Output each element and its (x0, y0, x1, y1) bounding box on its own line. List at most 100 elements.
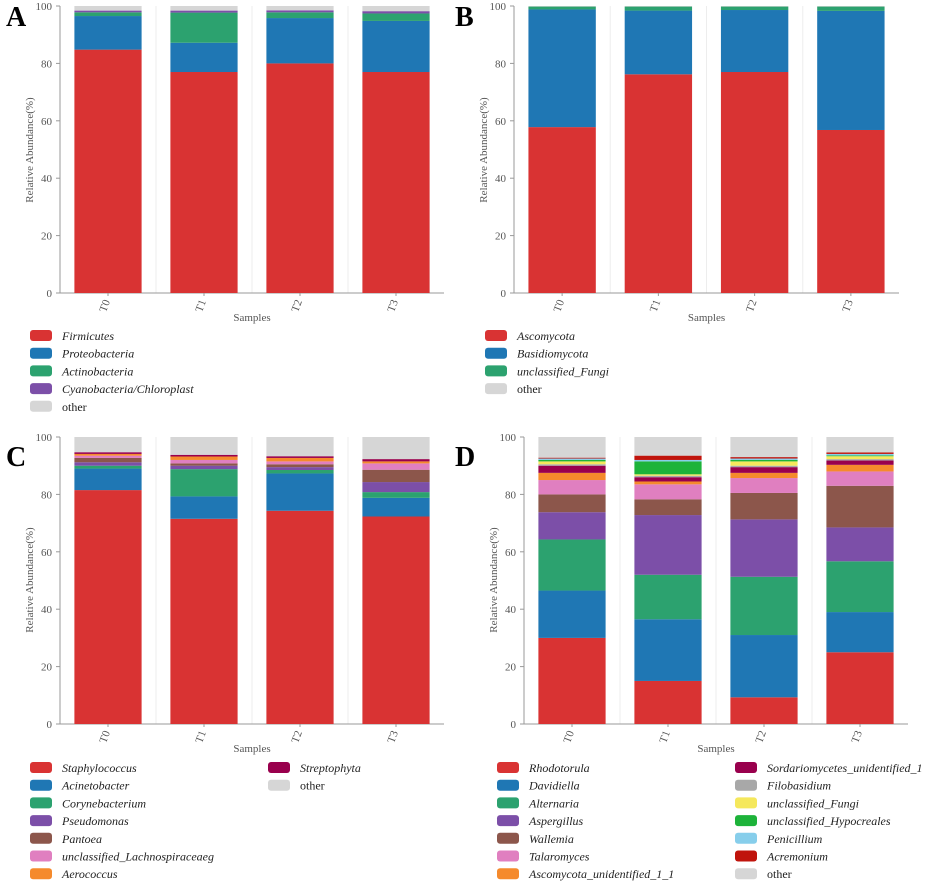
bar-segment[interactable] (74, 465, 142, 469)
bar-segment[interactable] (538, 437, 606, 458)
bar-segment[interactable] (730, 492, 798, 520)
bar-segment[interactable] (74, 49, 142, 294)
legend-swatch[interactable] (485, 330, 507, 341)
bar-segment[interactable] (624, 74, 693, 293)
bar-segment[interactable] (538, 637, 606, 724)
bar-segment[interactable] (266, 470, 334, 474)
bar-segment[interactable] (720, 10, 789, 73)
legend-swatch[interactable] (30, 762, 52, 773)
legend-label[interactable]: Streptophyta (300, 761, 361, 775)
bar-segment[interactable] (170, 465, 238, 470)
bar-segment[interactable] (538, 461, 606, 465)
bar-segment[interactable] (826, 612, 894, 653)
bar-segment[interactable] (817, 6, 885, 7)
legend-swatch[interactable] (30, 779, 52, 791)
bar-segment[interactable] (362, 72, 430, 293)
bar-segment[interactable] (362, 11, 430, 14)
legend-swatch[interactable] (30, 383, 52, 395)
bar-segment[interactable] (817, 10, 885, 130)
bar-segment[interactable] (74, 437, 142, 453)
bar-segment[interactable] (624, 10, 693, 75)
bar-segment[interactable] (266, 456, 334, 458)
bar-segment[interactable] (170, 454, 238, 457)
bar-segment[interactable] (817, 6, 885, 11)
bar-segment[interactable] (826, 464, 894, 472)
legend-label[interactable]: Pantoea (61, 832, 102, 846)
bar-segment[interactable] (730, 576, 798, 636)
legend-label[interactable]: other (300, 779, 325, 793)
legend-swatch[interactable] (485, 365, 507, 377)
bar-segment[interactable] (538, 590, 606, 638)
legend-swatch[interactable] (497, 850, 519, 862)
bar-segment[interactable] (538, 494, 606, 513)
bar-segment[interactable] (362, 492, 430, 498)
bar-segment[interactable] (362, 13, 430, 21)
bar-segment[interactable] (634, 461, 702, 475)
bar-segment[interactable] (634, 459, 702, 462)
legend-swatch[interactable] (268, 779, 290, 791)
bar-segment[interactable] (730, 697, 798, 724)
bar-segment[interactable] (624, 6, 693, 7)
legend-label[interactable]: Firmicutes (61, 329, 114, 343)
bar-segment[interactable] (266, 6, 334, 11)
legend-swatch[interactable] (30, 850, 52, 862)
legend-swatch[interactable] (735, 797, 757, 809)
bar-segment[interactable] (730, 467, 798, 473)
legend-swatch[interactable] (735, 779, 757, 791)
legend-swatch[interactable] (735, 815, 757, 827)
legend-swatch[interactable] (497, 832, 519, 844)
legend-label[interactable]: other (767, 867, 792, 881)
bar-segment[interactable] (266, 464, 334, 468)
bar-segment[interactable] (266, 18, 334, 64)
bar-segment[interactable] (730, 478, 798, 493)
legend-swatch[interactable] (735, 868, 757, 880)
legend-swatch[interactable] (497, 797, 519, 809)
bar-segment[interactable] (634, 515, 702, 575)
bar-segment[interactable] (170, 12, 238, 43)
bar-segment[interactable] (826, 453, 894, 456)
bar-segment[interactable] (266, 467, 334, 471)
legend-label[interactable]: Ascomycota (516, 329, 575, 343)
bar-segment[interactable] (730, 458, 798, 460)
bar-segment[interactable] (720, 6, 789, 11)
bar-segment[interactable] (730, 457, 798, 459)
legend-swatch[interactable] (497, 779, 519, 791)
legend-swatch[interactable] (30, 330, 52, 341)
legend-label[interactable]: Wallemia (529, 832, 574, 846)
legend-label[interactable]: unclassified_Lachnospiraceaeg (62, 850, 214, 864)
bar-segment[interactable] (528, 9, 596, 128)
bar-segment[interactable] (528, 6, 596, 10)
bar-segment[interactable] (266, 461, 334, 465)
bar-segment[interactable] (74, 16, 142, 50)
bar-segment[interactable] (826, 455, 894, 457)
bar-segment[interactable] (730, 437, 798, 458)
bar-segment[interactable] (74, 6, 142, 11)
bar-segment[interactable] (538, 458, 606, 460)
bar-segment[interactable] (362, 482, 430, 493)
bar-segment[interactable] (826, 485, 894, 528)
bar-segment[interactable] (538, 465, 606, 473)
legend-label[interactable]: Rhodotorula (528, 761, 590, 775)
bar-segment[interactable] (634, 475, 702, 478)
legend-label[interactable]: Proteobacteria (61, 347, 134, 361)
bar-segment[interactable] (362, 461, 430, 464)
bar-segment[interactable] (730, 465, 798, 468)
bar-segment[interactable] (528, 127, 596, 293)
bar-segment[interactable] (74, 10, 142, 13)
legend-label[interactable]: Sordariomycetes_unidentified_1 (767, 761, 923, 775)
legend-label[interactable]: Ascomycota_unidentified_1_1 (528, 867, 674, 881)
bar-segment[interactable] (634, 437, 702, 456)
bar-segment[interactable] (730, 461, 798, 466)
bar-segment[interactable] (362, 6, 430, 12)
legend-swatch[interactable] (30, 832, 52, 844)
bar-segment[interactable] (634, 484, 702, 500)
bar-segment[interactable] (74, 455, 142, 458)
bar-segment[interactable] (538, 457, 606, 459)
legend-label[interactable]: Staphylococcus (62, 761, 137, 775)
legend-swatch[interactable] (497, 762, 519, 773)
bar-segment[interactable] (730, 459, 798, 462)
bar-segment[interactable] (538, 459, 606, 462)
bar-segment[interactable] (826, 460, 894, 465)
bar-segment[interactable] (170, 72, 238, 293)
legend-label[interactable]: Acremonium (766, 850, 828, 864)
